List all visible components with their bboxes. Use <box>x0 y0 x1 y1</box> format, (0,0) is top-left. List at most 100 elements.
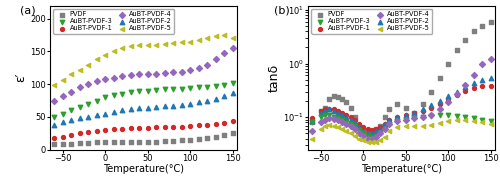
AuBT-PVDF-1 <box>308 117 316 120</box>
PVDF <box>419 102 427 105</box>
AuBT-PVDF-3 <box>92 99 100 102</box>
AuBT-PVDF-2 <box>330 110 338 113</box>
AuBT-PVDF-1 <box>428 106 436 109</box>
AuBT-PVDF-3 <box>110 94 118 97</box>
AuBT-PVDF-4 <box>364 137 372 140</box>
PVDF <box>118 140 126 143</box>
AuBT-PVDF-2 <box>355 126 363 129</box>
AuBT-PVDF-4 <box>394 119 402 122</box>
AuBT-PVDF-1 <box>203 123 211 126</box>
AuBT-PVDF-1 <box>394 116 402 119</box>
AuBT-PVDF-1 <box>372 128 380 131</box>
AuBT-PVDF-1 <box>380 122 388 125</box>
PVDF <box>160 140 168 143</box>
Y-axis label: ε′: ε′ <box>14 73 28 82</box>
AuBT-PVDF-2 <box>462 85 469 88</box>
AuBT-PVDF-1 <box>50 136 58 139</box>
AuBT-PVDF-5 <box>478 120 486 123</box>
AuBT-PVDF-5 <box>92 58 100 61</box>
PVDF <box>470 30 478 33</box>
AuBT-PVDF-3 <box>436 114 444 117</box>
PVDF <box>372 128 380 131</box>
AuBT-PVDF-1 <box>58 135 66 138</box>
PVDF <box>342 101 350 104</box>
AuBT-PVDF-4 <box>321 118 329 121</box>
AuBT-PVDF-1 <box>144 127 152 130</box>
PVDF <box>326 97 334 100</box>
PVDF <box>135 140 143 143</box>
AuBT-PVDF-4 <box>487 58 495 61</box>
AuBT-PVDF-2 <box>385 118 393 121</box>
PVDF <box>376 124 384 127</box>
AuBT-PVDF-2 <box>334 111 342 114</box>
AuBT-PVDF-1 <box>178 125 186 128</box>
AuBT-PVDF-5 <box>402 125 410 128</box>
AuBT-PVDF-4 <box>372 135 380 138</box>
AuBT-PVDF-1 <box>321 108 329 111</box>
AuBT-PVDF-4 <box>334 119 342 122</box>
AuBT-PVDF-4 <box>67 91 75 94</box>
AuBT-PVDF-2 <box>317 111 325 114</box>
AuBT-PVDF-3 <box>178 87 186 90</box>
PVDF <box>380 116 388 119</box>
AuBT-PVDF-4 <box>428 114 436 117</box>
AuBT-PVDF-3 <box>385 122 393 125</box>
PVDF <box>478 24 486 27</box>
AuBT-PVDF-2 <box>351 121 359 124</box>
AuBT-PVDF-3 <box>360 132 368 135</box>
Y-axis label: tanδ: tanδ <box>268 64 280 92</box>
AuBT-PVDF-3 <box>101 96 109 99</box>
AuBT-PVDF-4 <box>126 73 134 76</box>
AuBT-PVDF-3 <box>50 115 58 118</box>
AuBT-PVDF-5 <box>334 125 342 128</box>
AuBT-PVDF-3 <box>194 86 202 89</box>
AuBT-PVDF-2 <box>360 130 368 133</box>
Text: (b): (b) <box>274 6 290 16</box>
AuBT-PVDF-4 <box>444 101 452 104</box>
AuBT-PVDF-3 <box>364 134 372 137</box>
AuBT-PVDF-3 <box>118 93 126 96</box>
AuBT-PVDF-2 <box>444 94 452 97</box>
AuBT-PVDF-2 <box>308 119 316 122</box>
AuBT-PVDF-2 <box>346 118 354 121</box>
AuBT-PVDF-1 <box>220 121 228 124</box>
PVDF <box>334 95 342 98</box>
AuBT-PVDF-5 <box>135 43 143 46</box>
AuBT-PVDF-5 <box>330 124 338 127</box>
AuBT-PVDF-4 <box>92 79 100 82</box>
AuBT-PVDF-4 <box>220 51 228 54</box>
AuBT-PVDF-2 <box>228 91 236 94</box>
AuBT-PVDF-4 <box>360 134 368 137</box>
AuBT-PVDF-5 <box>317 128 325 131</box>
AuBT-PVDF-1 <box>317 110 325 113</box>
AuBT-PVDF-4 <box>317 121 325 124</box>
AuBT-PVDF-4 <box>152 72 160 75</box>
PVDF <box>67 142 75 145</box>
AuBT-PVDF-3 <box>334 117 342 120</box>
AuBT-PVDF-4 <box>478 62 486 65</box>
PVDF <box>346 106 354 109</box>
Legend: PVDF, AuBT-PVDF-3, AuBT-PVDF-1, AuBT-PVDF-4, AuBT-PVDF-2, AuBT-PVDF-5: PVDF, AuBT-PVDF-3, AuBT-PVDF-1, AuBT-PVD… <box>54 9 174 34</box>
Text: (a): (a) <box>20 6 36 16</box>
AuBT-PVDF-3 <box>380 128 388 131</box>
AuBT-PVDF-5 <box>376 138 384 141</box>
PVDF <box>110 140 118 143</box>
AuBT-PVDF-5 <box>186 40 194 43</box>
AuBT-PVDF-5 <box>178 41 186 44</box>
AuBT-PVDF-5 <box>410 125 418 128</box>
AuBT-PVDF-1 <box>84 131 92 134</box>
AuBT-PVDF-5 <box>338 128 346 131</box>
AuBT-PVDF-2 <box>470 82 478 85</box>
AuBT-PVDF-1 <box>436 102 444 105</box>
AuBT-PVDF-3 <box>160 88 168 91</box>
AuBT-PVDF-2 <box>478 78 486 81</box>
AuBT-PVDF-3 <box>478 118 486 121</box>
AuBT-PVDF-1 <box>212 123 220 126</box>
AuBT-PVDF-5 <box>144 43 152 46</box>
PVDF <box>364 132 372 135</box>
AuBT-PVDF-5 <box>160 42 168 45</box>
AuBT-PVDF-1 <box>76 132 84 135</box>
AuBT-PVDF-3 <box>186 87 194 90</box>
AuBT-PVDF-4 <box>419 116 427 119</box>
AuBT-PVDF-2 <box>169 104 177 107</box>
